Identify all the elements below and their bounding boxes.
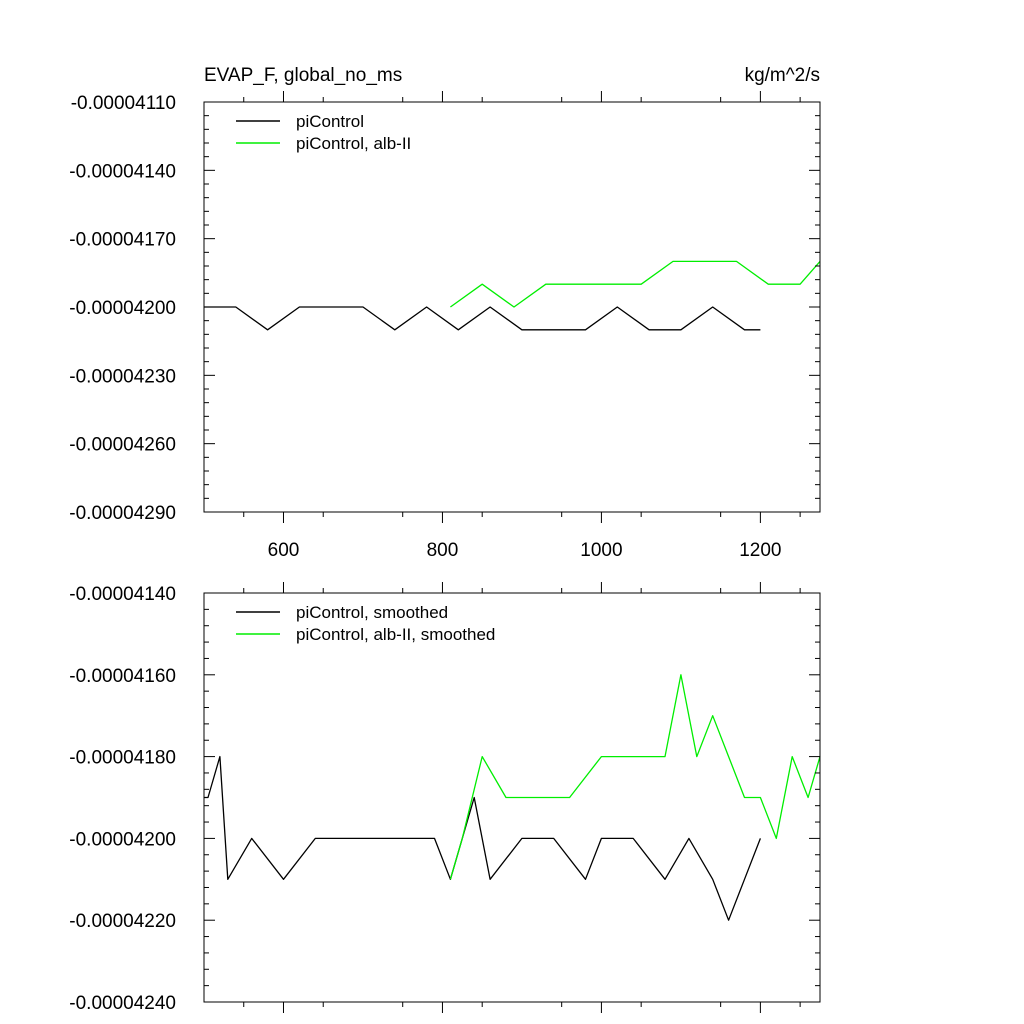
units-label: kg/m^2/s [745, 65, 820, 86]
x-tick-label: 1000 [580, 540, 622, 561]
x-tick-label: 600 [268, 540, 300, 561]
y-tick-label: -0.00004180 [69, 748, 176, 769]
y-tick-label: -0.00004160 [69, 666, 176, 687]
legend-label: piControl, alb-II [296, 134, 411, 153]
x-tick-label: 1200 [739, 540, 781, 561]
y-tick-label: -0.00004230 [69, 366, 176, 387]
y-tick-label: -0.00004240 [69, 993, 176, 1014]
legend-label: piControl, alb-II, smoothed [296, 625, 495, 644]
y-tick-label: -0.00004170 [69, 230, 176, 251]
y-tick-label: -0.00004290 [69, 503, 176, 524]
y-tick-label: -0.00004200 [69, 298, 176, 319]
plot-frame-bottom [203, 592, 821, 1003]
legend-bottom: piControl, smoothed piControl, alb-II, sm… [236, 603, 495, 644]
series-line-picontrol [204, 755, 762, 921]
plot-frame-top [203, 101, 821, 513]
legend-label: piControl, smoothed [296, 603, 448, 622]
y-tick-label: -0.00004110 [71, 93, 176, 114]
chart-title: EVAP_F, global_no_ms [204, 65, 402, 86]
bottom-panel: -0.00004140 -0.00004160 -0.00004180 -0.0000… [69, 582, 821, 1014]
legend-label: piControl [296, 112, 364, 131]
series-line-alb-ii [449, 674, 821, 880]
y-tick-label: -0.00004200 [69, 829, 176, 850]
series-line-picontrol [204, 306, 761, 331]
y-tick-label: -0.00004140 [69, 584, 176, 605]
series-line-alb-ii [450, 260, 821, 308]
y-tick-label: -0.00004140 [69, 161, 176, 182]
y-tick-label: -0.00004260 [69, 435, 176, 456]
y-tick-label: -0.00004220 [69, 911, 176, 932]
x-tick-label: 800 [427, 540, 459, 561]
top-panel: EVAP_F, global_no_ms kg/m^2/s -0.0000411… [69, 65, 821, 561]
legend-top: piControl piControl, alb-II [236, 112, 411, 153]
